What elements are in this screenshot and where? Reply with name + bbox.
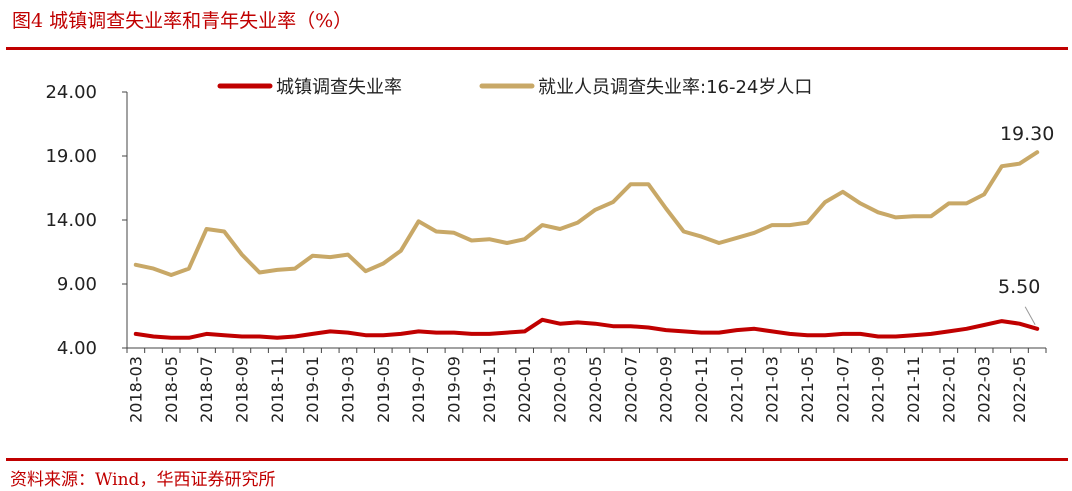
data-label: 19.30	[1000, 123, 1054, 145]
x-tick-label: 2018-05	[162, 356, 181, 423]
x-tick-label: 2021-05	[798, 356, 817, 423]
x-tick-label: 2019-01	[303, 356, 322, 423]
x-tick-label: 2021-11	[904, 356, 923, 423]
x-tick-label: 2018-09	[232, 356, 251, 423]
data-label: 5.50	[998, 276, 1040, 298]
x-tick-label: 2021-01	[727, 356, 746, 423]
series-line-urban	[133, 317, 1040, 340]
source-note: 资料来源：Wind，华西证券研究所	[10, 470, 276, 490]
x-tick-label: 2021-09	[869, 356, 888, 423]
x-tick-label: 2019-07	[409, 356, 428, 423]
annotation-leader	[1024, 306, 1036, 326]
y-tick-label: 4.00	[57, 338, 97, 359]
x-tick-label: 2020-03	[551, 356, 570, 423]
chart-series	[133, 150, 1040, 340]
y-tick-label: 14.00	[45, 210, 97, 231]
x-tick-label: 2021-07	[833, 356, 852, 423]
x-tick-label: 2018-07	[197, 356, 216, 423]
chart-legend: 城镇调查失业率 就业人员调查失业率:16-24岁人口	[217, 77, 812, 98]
x-tick-label: 2020-07	[621, 356, 640, 423]
x-tick-label: 2022-01	[939, 356, 958, 423]
x-tick-label: 2019-05	[374, 356, 393, 423]
legend-label: 就业人员调查失业率:16-24岁人口	[538, 77, 812, 98]
x-tick-label: 2020-11	[692, 356, 711, 423]
x-tick-label: 2022-05	[1010, 356, 1029, 423]
bottom-rule	[6, 458, 1068, 461]
chart-axes: 4.00 9.00 14.00 19.00 24.00 2018-03 2018-05 201…	[45, 82, 1047, 423]
legend-label: 城镇调查失业率	[276, 77, 402, 98]
y-tick-label: 24.00	[45, 82, 97, 103]
series-line-youth	[133, 150, 1040, 277]
x-tick-label: 2019-09	[445, 356, 464, 423]
chart-annotations: 19.30 5.50	[998, 123, 1054, 326]
y-tick-label: 19.00	[45, 146, 97, 167]
x-tick-label: 2019-03	[339, 356, 358, 423]
x-tick-label: 2020-09	[657, 356, 676, 423]
x-tick-label: 2018-03	[126, 356, 145, 423]
x-tick-label: 2020-05	[586, 356, 605, 423]
x-tick-label: 2019-11	[480, 356, 499, 423]
x-tick-label: 2018-11	[268, 356, 287, 423]
top-rule	[6, 47, 1068, 50]
x-tick-label: 2020-01	[515, 356, 534, 423]
x-tick-label: 2022-03	[975, 356, 994, 423]
x-tick-label: 2021-03	[763, 356, 782, 423]
chart-title: 图4 城镇调查失业率和青年失业率（%）	[12, 10, 353, 32]
y-tick-label: 9.00	[57, 274, 97, 295]
